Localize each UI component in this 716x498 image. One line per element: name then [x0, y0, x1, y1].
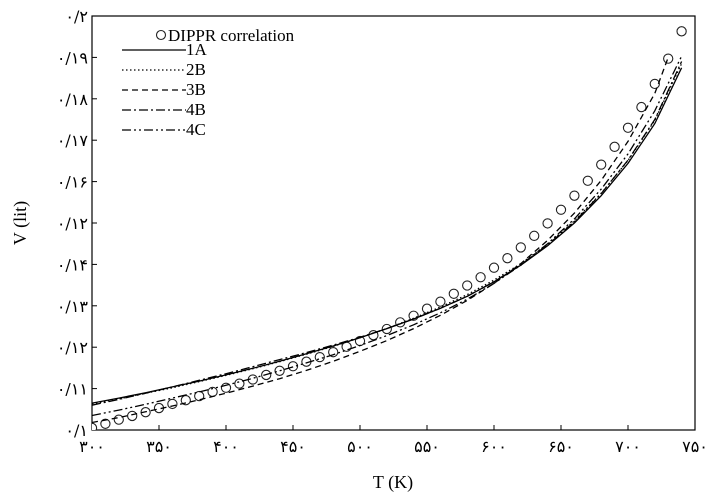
legend-label: 4B — [186, 100, 206, 119]
y-tick-label: ۰/۱۲ — [57, 214, 88, 233]
data-point — [529, 230, 540, 241]
data-point — [515, 242, 526, 253]
y-tick-label: ۰/۱۸ — [57, 90, 89, 109]
series-line-4b — [92, 61, 683, 406]
data-point — [676, 26, 687, 37]
data-point — [596, 159, 607, 170]
data-point — [555, 204, 567, 215]
x-tick-label: ۳۰۰ — [79, 437, 105, 456]
series-layer — [92, 26, 687, 430]
data-point — [475, 272, 486, 283]
legend-label: 2B — [186, 60, 206, 79]
x-tick-label: ۶۵۰ — [548, 437, 574, 456]
x-tick-label: ۳۵۰ — [146, 437, 172, 456]
x-tick-label: ۴۵۰ — [280, 437, 306, 456]
legend-label: 3B — [186, 80, 206, 99]
series-line-4c — [92, 55, 683, 417]
legend-label: 4C — [186, 120, 206, 139]
data-point — [582, 175, 593, 186]
x-axis-title: T (K) — [373, 472, 413, 493]
data-point — [341, 341, 352, 352]
data-point — [287, 361, 299, 372]
legend-marker — [155, 29, 167, 41]
data-point — [194, 390, 205, 402]
data-point — [234, 378, 245, 389]
data-point — [127, 410, 138, 422]
plot-frame — [91, 15, 696, 431]
y-tick-label: ۰/۲ — [65, 7, 88, 26]
data-point — [609, 141, 620, 152]
data-point — [663, 53, 674, 64]
legend-label: 1A — [186, 40, 208, 59]
x-tick-label: ۷۵۰ — [682, 437, 708, 456]
y-tick-label: ۰/۱۱ — [57, 380, 88, 399]
data-point — [622, 122, 634, 133]
y-tick-label: ۰/۱ — [65, 421, 88, 440]
data-point — [274, 365, 285, 376]
series-dippr-correlation — [92, 26, 687, 430]
y-axis-ticks: ۰/۱ ۰/۱۱ ۰/۱۲ ۰/۱۳ ۰/۱۴ ۰/۱۲ ۰/۱۶ ۰/۱۷ ۰/۱۸ ۰/۱۹ ۰… — [57, 7, 97, 440]
x-tick-label: ۶۰۰ — [481, 437, 507, 456]
data-point — [100, 418, 111, 429]
data-point — [569, 190, 580, 201]
series-line-1a — [92, 67, 683, 404]
series-line-2b — [92, 63, 683, 405]
x-tick-label: ۴۰۰ — [213, 437, 239, 456]
data-point — [502, 253, 513, 264]
series-line-3b — [92, 57, 669, 424]
data-point — [636, 101, 647, 113]
y-tick-label: ۰/۱۳ — [57, 297, 89, 316]
data-point — [167, 398, 178, 410]
data-point — [328, 347, 339, 358]
data-point — [92, 422, 98, 430]
y-tick-label: ۰/۱۷ — [57, 131, 89, 150]
data-point — [448, 288, 459, 299]
y-tick-label: ۰/۱۲ — [57, 338, 88, 357]
y-tick-label: ۰/۱۹ — [57, 48, 88, 67]
x-tick-label: ۵۰۰ — [347, 437, 373, 456]
y-tick-label: ۰/۱۶ — [57, 173, 88, 192]
data-point — [462, 280, 473, 291]
data-point — [649, 78, 660, 90]
data-point — [488, 262, 500, 273]
y-axis-title: V (lit) — [10, 201, 31, 245]
x-tick-label: ۵۵۰ — [414, 437, 440, 456]
data-point — [435, 296, 446, 307]
data-point — [113, 414, 124, 425]
x-tick-label: ۷۰۰ — [615, 437, 641, 456]
legend-label: DIPPR correlation — [168, 26, 295, 45]
x-axis-ticks: ۳۰۰ ۳۵۰ ۴۰۰ ۴۵۰ ۵۰۰ ۵۵۰ ۶۰۰ ۶۵۰ ۷۰۰ ۷۵۰ — [79, 425, 708, 456]
y-tick-label: ۰/۱۴ — [57, 255, 88, 274]
data-point — [542, 218, 553, 229]
